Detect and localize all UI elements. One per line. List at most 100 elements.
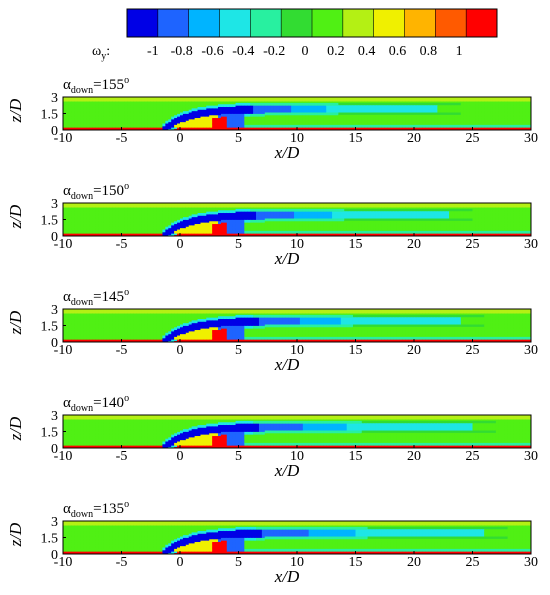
contour-cell xyxy=(109,109,114,112)
contour-cell xyxy=(297,97,301,99)
contour-cell xyxy=(177,230,181,233)
contour-cell xyxy=(74,233,79,236)
contour-cell xyxy=(305,101,310,103)
contour-cell xyxy=(77,212,81,215)
contour-cell xyxy=(65,113,70,116)
contour-cell xyxy=(144,99,149,102)
contour-cell xyxy=(77,226,81,229)
contour-cell xyxy=(209,209,213,212)
contour-cell xyxy=(89,203,93,205)
contour-cell xyxy=(320,98,324,101)
contour-cell xyxy=(302,102,307,105)
contour-cell xyxy=(182,204,187,207)
contour-cell xyxy=(437,116,441,119)
contour-cell xyxy=(378,105,383,108)
contour-cell xyxy=(159,226,163,229)
contour-cell xyxy=(139,215,143,218)
contour-cell xyxy=(112,226,117,229)
contour-cell xyxy=(156,98,160,101)
contour-cell xyxy=(349,117,353,120)
contour-cell xyxy=(212,112,216,114)
contour-cell xyxy=(478,125,482,128)
contour-cell xyxy=(261,110,266,113)
contour-cell xyxy=(74,225,79,227)
contour-cell xyxy=(332,102,336,105)
contour-cell xyxy=(177,127,181,130)
contour-cell xyxy=(101,110,105,113)
contour-cell xyxy=(150,99,155,102)
contour-cell xyxy=(440,116,444,119)
contour-cell xyxy=(256,127,260,130)
contour-cell xyxy=(86,222,90,225)
contour-cell xyxy=(516,102,520,105)
contour-cell xyxy=(150,207,155,209)
contour-cell xyxy=(495,117,500,120)
contour-cell xyxy=(106,106,111,109)
contour-cell xyxy=(162,98,166,101)
contour-cell xyxy=(68,117,73,120)
contour-cell xyxy=(425,97,430,99)
contour-cell xyxy=(162,105,166,108)
contour-cell xyxy=(440,105,444,108)
contour-cell xyxy=(83,231,87,234)
contour-cell xyxy=(244,109,248,112)
contour-cell xyxy=(206,204,210,207)
contour-cell xyxy=(422,101,427,103)
colorbar-swatch xyxy=(373,9,405,37)
contour-cell xyxy=(197,116,201,119)
contour-cell xyxy=(168,226,172,229)
contour-cell xyxy=(218,105,222,108)
contour-cell xyxy=(484,119,488,121)
contour-cell xyxy=(103,99,108,102)
contour-cell xyxy=(440,119,444,121)
contour-cell xyxy=(63,106,67,109)
contour-cell xyxy=(361,120,365,123)
contour-cell xyxy=(95,212,99,215)
contour-cell xyxy=(197,208,201,211)
contour-cell xyxy=(95,233,99,236)
contour-cell xyxy=(419,114,424,117)
contour-cell xyxy=(443,105,447,108)
contour-cell xyxy=(121,125,125,128)
contour-cell xyxy=(95,226,99,229)
contour-cell xyxy=(378,121,383,124)
contour-cell xyxy=(440,106,444,109)
contour-cell xyxy=(218,112,222,114)
contour-cell xyxy=(177,117,181,120)
contour-cell xyxy=(250,109,254,112)
contour-cell xyxy=(323,102,327,105)
contour-cell xyxy=(525,121,529,124)
contour-cell xyxy=(86,109,90,112)
contour-cell xyxy=(80,208,84,211)
contour-cell xyxy=(305,124,310,127)
contour-cell xyxy=(390,127,394,130)
contour-cell xyxy=(74,109,79,112)
contour-cell xyxy=(150,209,155,212)
contour-cell xyxy=(139,120,143,123)
contour-cell xyxy=(481,103,485,106)
contour-cell xyxy=(220,125,225,128)
contour-cell xyxy=(443,124,447,127)
contour-cell xyxy=(492,113,497,116)
contour-cell xyxy=(112,123,117,125)
contour-cell xyxy=(449,98,453,101)
contour-cell xyxy=(162,113,166,116)
contour-cell xyxy=(443,120,447,123)
contour-cell xyxy=(80,212,84,215)
contour-cell xyxy=(95,220,99,223)
contour-cell xyxy=(144,205,149,208)
contour-cell xyxy=(159,229,163,231)
contour-cell xyxy=(86,223,90,226)
contour-cell xyxy=(349,106,353,109)
contour-cell xyxy=(101,233,105,236)
contour-cell xyxy=(326,97,330,99)
contour-cell xyxy=(77,114,81,117)
contour-cell xyxy=(180,204,184,207)
contour-cell xyxy=(112,125,117,128)
contour-cell xyxy=(136,220,140,223)
contour-cell xyxy=(279,112,283,114)
contour-cell xyxy=(460,123,465,125)
contour-cell xyxy=(399,117,403,120)
contour-cell xyxy=(528,112,532,114)
contour-cell xyxy=(250,103,254,106)
